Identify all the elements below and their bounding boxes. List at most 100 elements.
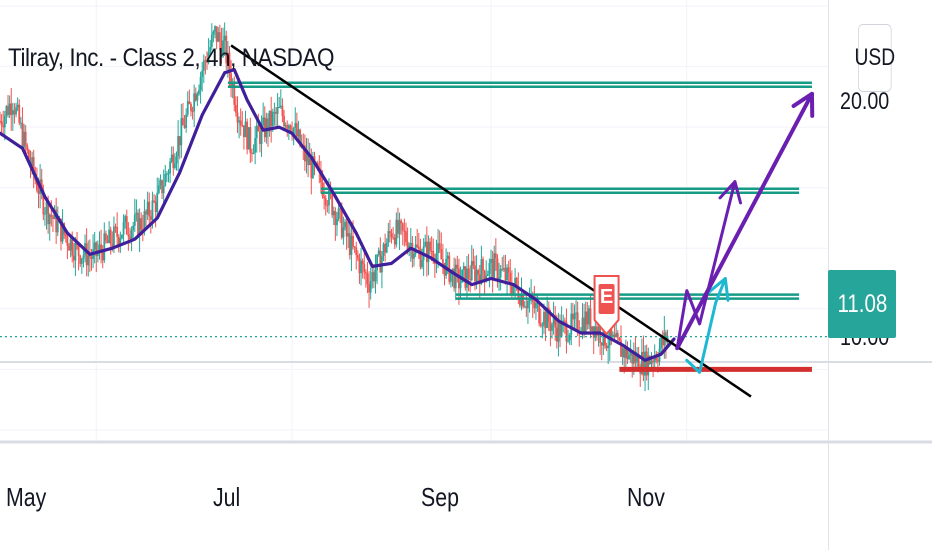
candle-body [138, 218, 141, 236]
candle-body [536, 303, 539, 305]
candle-body [345, 221, 348, 237]
x-tick-label: May [6, 482, 47, 512]
candle-body [164, 173, 167, 186]
candle-body [148, 201, 151, 217]
projection-cyan-arrow [685, 277, 727, 374]
candle-body [543, 311, 545, 326]
projection-main-arrow [675, 91, 814, 351]
candle-body [199, 76, 202, 91]
candle-body [157, 185, 160, 193]
candle-body [140, 218, 143, 231]
candle-body [347, 233, 350, 237]
candle-body [324, 198, 327, 206]
candle-body [376, 254, 378, 271]
horizontal-levels [0, 81, 828, 372]
candle-body [498, 277, 500, 280]
candle-body [555, 327, 558, 342]
candle-body [429, 241, 431, 251]
candle-body [331, 194, 334, 216]
candle-body [125, 216, 128, 235]
candle-body [71, 239, 74, 256]
candle-body [143, 211, 146, 231]
candle-body [453, 268, 456, 289]
candle-body [610, 327, 613, 337]
candle-body [528, 300, 531, 302]
candle-body [438, 243, 441, 249]
candle-body [342, 227, 345, 238]
candle-body [105, 233, 107, 241]
candle-body [596, 326, 598, 336]
x-tick-label: Jul [213, 482, 241, 512]
candle-body [56, 220, 59, 233]
candlestick-series [0, 22, 669, 392]
candle-body [446, 255, 449, 260]
candle-body [244, 121, 247, 138]
candle-body [605, 345, 608, 349]
candle-body [15, 107, 17, 115]
candle-body [348, 233, 351, 255]
candle-body [238, 120, 240, 123]
candle-body [565, 321, 568, 342]
candle-body [130, 230, 133, 239]
candle-body [252, 152, 255, 154]
candle-body [615, 332, 618, 338]
candle-body [576, 312, 579, 332]
candle-body [146, 201, 149, 215]
candle-body [60, 218, 62, 242]
candle-body [478, 274, 481, 284]
candle-body [287, 125, 290, 129]
candle-body [230, 73, 232, 88]
candle-body [413, 253, 415, 259]
candle-body [517, 286, 520, 300]
candle-body [607, 345, 610, 349]
candle-body [188, 101, 191, 105]
candle-body [355, 247, 358, 256]
candle-body [631, 351, 634, 364]
candle-body [72, 255, 75, 261]
candle-body [145, 211, 147, 215]
candle-body [557, 321, 560, 342]
candle-body [111, 243, 114, 247]
trend-drawings [0, 44, 815, 398]
downtrend-line [230, 44, 752, 398]
candle-body [190, 104, 192, 112]
candle-body [239, 120, 242, 126]
candle-body [644, 351, 646, 376]
candle-body [525, 306, 528, 309]
candle-body [549, 321, 552, 331]
candle-body [310, 159, 313, 179]
candle-body [37, 190, 40, 194]
candle-body [337, 208, 340, 219]
candle-body [454, 264, 457, 289]
candle-body [88, 255, 91, 258]
candle-body [18, 104, 21, 123]
candle-body [114, 226, 117, 228]
candle-body [384, 243, 387, 253]
last-price-value: 11.08 [837, 289, 887, 318]
candle-body [584, 311, 587, 333]
candle-body [149, 216, 152, 220]
candle-body [589, 308, 592, 331]
candle-body [467, 268, 470, 279]
candle-body [350, 235, 353, 255]
candle-body [292, 128, 295, 136]
candle-body [21, 122, 24, 148]
candle-body [409, 243, 412, 246]
candle-body [490, 258, 492, 264]
candle-body [424, 241, 427, 247]
candle-body [477, 270, 480, 275]
candle-body [180, 118, 183, 146]
candle-body [206, 61, 208, 63]
candle-body [40, 179, 43, 191]
candle-body [398, 220, 401, 234]
candle-body [547, 307, 550, 322]
candle-body [265, 118, 268, 138]
candle-body [583, 317, 585, 333]
candle-body [440, 248, 443, 260]
candle-body [116, 227, 119, 237]
candle-body [435, 253, 438, 264]
candle-body [616, 332, 619, 338]
currency-button[interactable]: USD [855, 24, 895, 92]
candle-body [363, 264, 366, 273]
